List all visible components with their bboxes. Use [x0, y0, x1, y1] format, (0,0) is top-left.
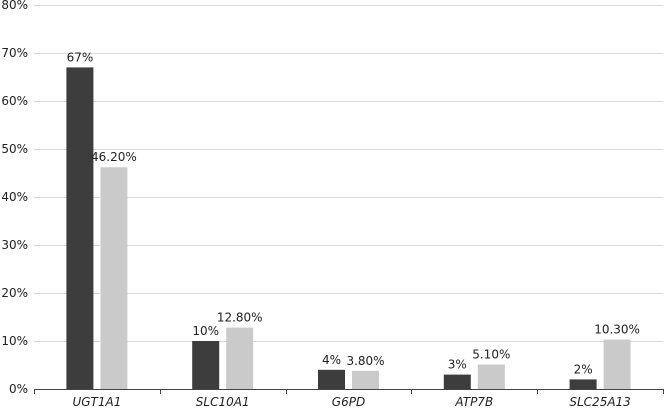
y-tick-label: 60% — [1, 94, 28, 108]
data-label: 46.20% — [91, 150, 137, 164]
x-axis — [34, 389, 664, 394]
bar-ugt1a1-series-2 — [100, 167, 128, 389]
data-label: 10.30% — [594, 323, 640, 337]
bar-g6pd-series-2 — [352, 370, 379, 389]
category-label: SLC25A13 — [569, 395, 630, 409]
data-label: 3% — [448, 358, 467, 372]
bar-atp7b-series-1 — [443, 374, 471, 389]
bar-slc25a13-series-2 — [603, 339, 631, 389]
data-labels: 67% 46.20% 10%12.80% 4% 3.80% 3% 5.10% 2% 10.30% — [67, 50, 640, 376]
y-axis-tick-labels: 0% 10% 20% 30% 40% 50% 60% 70% 80% — [1, 0, 28, 396]
y-tick-label: 20% — [1, 286, 28, 300]
bars — [66, 67, 631, 390]
x-axis-category-labels: UGT1A1 SLC10A1 G6PD ATP7B SLC25A13 — [72, 395, 630, 409]
y-tick-label: 0% — [9, 382, 28, 396]
bar-slc10a1-series-2 — [226, 327, 254, 389]
bar-g6pd-series-1 — [318, 369, 345, 389]
data-label: 3.80% — [346, 354, 384, 368]
category-label: ATP7B — [454, 395, 493, 409]
bar-ugt1a1-series-1 — [66, 67, 94, 390]
y-tick-label: 30% — [1, 238, 28, 252]
bar-atp7b-series-2 — [477, 364, 505, 389]
y-tick-label: 40% — [1, 190, 28, 204]
y-tick-label: 10% — [1, 334, 28, 348]
y-tick-label: 80% — [1, 0, 28, 12]
gridlines — [34, 5, 663, 342]
bar-slc10a1-series-1 — [192, 341, 220, 389]
data-label: 5.10% — [472, 348, 510, 362]
bar-slc25a13-series-1 — [569, 379, 597, 389]
data-label: 4% — [322, 353, 341, 367]
y-tick-label: 70% — [1, 46, 28, 60]
data-label: 67% — [67, 50, 94, 64]
category-label: G6PD — [332, 395, 365, 409]
data-label: 2% — [574, 362, 593, 376]
data-label: 10% — [192, 324, 219, 338]
category-label: SLC10A1 — [196, 395, 250, 409]
category-label: UGT1A1 — [72, 395, 121, 409]
y-tick-label: 50% — [1, 142, 28, 156]
data-label: 12.80% — [217, 311, 263, 325]
